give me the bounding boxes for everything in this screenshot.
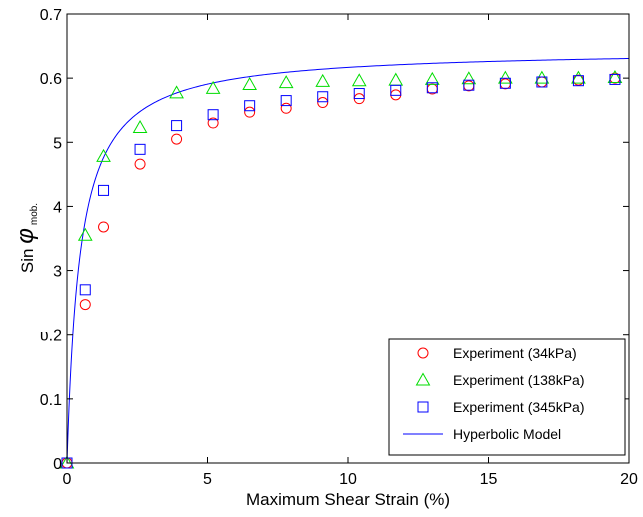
model-layer xyxy=(66,58,630,463)
data-point-series-1 xyxy=(134,158,146,170)
y-tick-label: 3 xyxy=(53,264,62,281)
x-tick-label: 15 xyxy=(480,471,498,488)
data-point-series-3 xyxy=(463,79,475,91)
x-tick-label: 20 xyxy=(620,471,638,488)
y-tick-label: 0.6 xyxy=(40,71,62,88)
y-tick-label: 0.7 xyxy=(40,7,62,24)
data-point-series-1 xyxy=(207,117,219,129)
data-point-series-2 xyxy=(77,227,93,241)
data-point-series-1 xyxy=(79,299,91,311)
data-point-series-2 xyxy=(571,70,586,84)
series-line-hyperbolic-model xyxy=(66,58,630,463)
data-point-series-2 xyxy=(242,77,258,91)
data-point-series-2 xyxy=(607,69,623,84)
y-tick-label: 4 xyxy=(53,199,62,216)
data-point-series-2 xyxy=(461,71,477,85)
legend-marker-1 xyxy=(417,347,429,359)
data-point-series-1 xyxy=(280,102,292,114)
data-point-series-3 xyxy=(280,95,292,107)
y-axis-label-subscript: mob. xyxy=(29,203,40,225)
data-point-series-2 xyxy=(132,120,148,134)
y-tick-label: 5 xyxy=(53,135,62,152)
data-point-series-2 xyxy=(498,70,513,84)
x-tick-label: 0 xyxy=(63,471,72,488)
data-point-series-3 xyxy=(390,84,402,96)
y-axis-label-main: Sin xyxy=(18,244,37,273)
data-point-series-3 xyxy=(317,91,329,103)
data-point-series-3 xyxy=(572,75,584,87)
data-point-series-3 xyxy=(609,73,621,85)
legend: Experiment (34kPa) Experiment (138kPa) Exp… xyxy=(388,338,626,456)
data-point-series-1 xyxy=(317,97,329,109)
legend-marker-2 xyxy=(415,372,431,386)
data-point-series-3 xyxy=(353,88,365,100)
data-point-series-1 xyxy=(98,221,110,233)
data-point-series-3 xyxy=(134,143,146,155)
legend-label-4: Hyperbolic Model xyxy=(453,426,561,442)
data-point-series-3 xyxy=(426,82,438,94)
data-point-series-2 xyxy=(205,80,221,94)
y-tick-label: 0.1 xyxy=(40,392,62,409)
legend-label-1: Experiment (34kPa) xyxy=(453,345,577,361)
x-axis-label: Maximum Shear Strain (%) xyxy=(246,490,450,509)
points-layer xyxy=(59,69,623,469)
data-point-series-3 xyxy=(244,100,256,112)
ticks-layer: 0 5 10 15 20 0 0.1 υ.2 3 4 5 0.6 0.7 xyxy=(40,7,638,488)
y-axis-label: Sin φ mob. xyxy=(12,203,40,273)
data-point-series-3 xyxy=(171,120,183,132)
data-point-series-2 xyxy=(169,85,184,99)
y-tick-label: 0 xyxy=(53,456,62,473)
data-point-series-3 xyxy=(207,109,219,121)
x-tick-label: 10 xyxy=(339,471,357,488)
legend-label-2: Experiment (138kPa) xyxy=(453,372,585,388)
data-point-series-3 xyxy=(499,77,511,89)
legend-marker-3 xyxy=(417,401,429,413)
y-tick-label: υ.2 xyxy=(40,328,62,345)
data-point-series-3 xyxy=(536,76,548,88)
data-point-series-3 xyxy=(79,284,91,296)
data-point-series-1 xyxy=(244,106,256,118)
x-tick-label: 5 xyxy=(203,471,212,488)
data-point-series-1 xyxy=(171,133,183,145)
legend-label-3: Experiment (345kPa) xyxy=(453,399,585,415)
data-point-series-3 xyxy=(98,184,110,196)
data-point-series-2 xyxy=(278,75,294,89)
data-point-series-2 xyxy=(424,71,440,85)
data-point-series-2 xyxy=(351,73,367,87)
legend-box xyxy=(388,338,626,456)
data-point-series-2 xyxy=(315,73,331,87)
data-point-series-2 xyxy=(96,148,111,162)
y-axis-label-symbol: φ xyxy=(12,228,39,244)
